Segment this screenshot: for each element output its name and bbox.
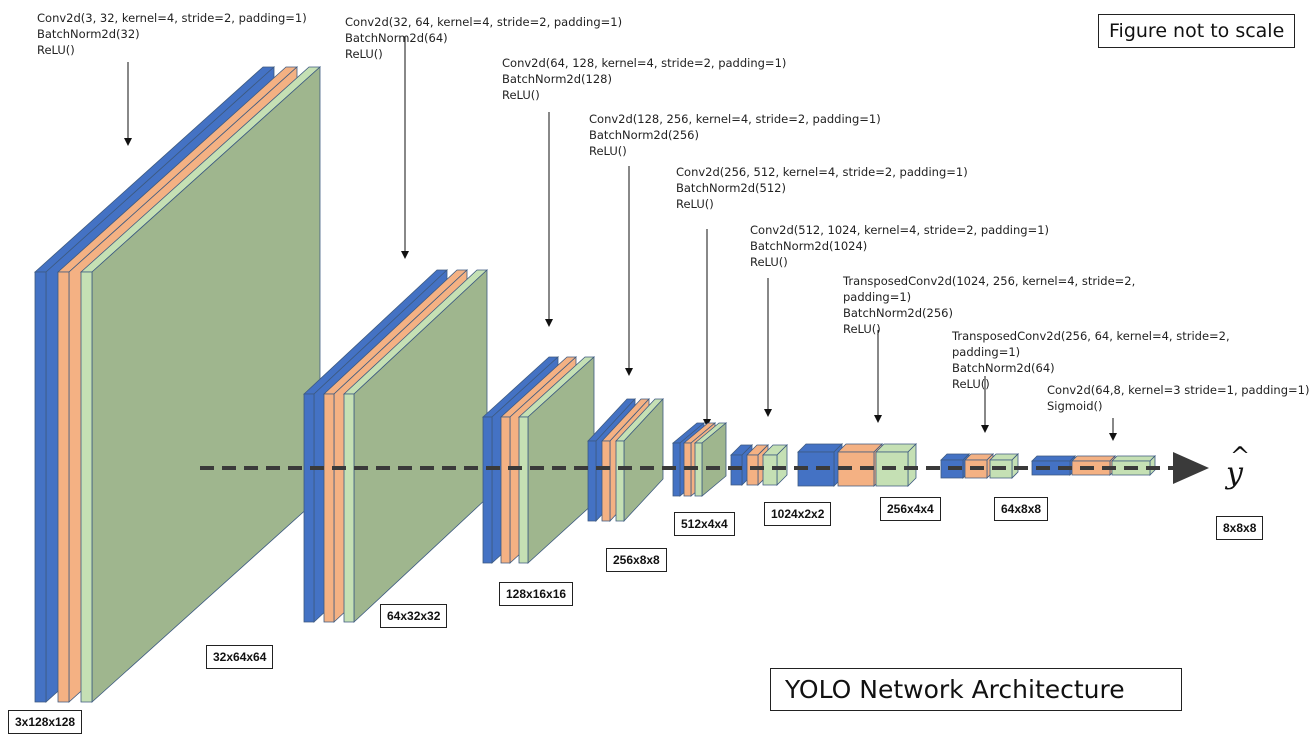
layer-1-op-3: ReLU() xyxy=(37,42,307,58)
layer-5-op-3: ReLU() xyxy=(676,196,968,212)
block-9-cube-3-top xyxy=(1112,456,1155,461)
block-1-slab-3-front xyxy=(81,272,92,702)
layer-1-op-1: Conv2d(3, 32, kernel=4, stride=2, paddin… xyxy=(37,10,307,26)
layer-4-op-2: BatchNorm2d(256) xyxy=(589,127,881,143)
layer-4-annotation: Conv2d(128, 256, kernel=4, stride=2, pad… xyxy=(589,111,881,159)
block-3-slab-1-front xyxy=(483,417,492,563)
layer-5-annotation: Conv2d(256, 512, kernel=4, stride=2, pad… xyxy=(676,164,968,212)
layer-2-op-2: BatchNorm2d(64) xyxy=(345,30,622,46)
layer-8-op-2: padding=1) xyxy=(952,344,1230,360)
block-9-cube-2-top xyxy=(1072,456,1115,461)
layer-8-op-3: BatchNorm2d(64) xyxy=(952,360,1230,376)
layer-4-op-1: Conv2d(128, 256, kernel=4, stride=2, pad… xyxy=(589,111,881,127)
block-1-slab-1-front xyxy=(35,272,46,702)
layer-7-op-3: BatchNorm2d(256) xyxy=(843,305,1135,321)
layer-4-op-3: ReLU() xyxy=(589,143,881,159)
layer-1-annotation: Conv2d(3, 32, kernel=4, stride=2, paddin… xyxy=(37,10,307,58)
layer-7-op-2: padding=1) xyxy=(843,289,1135,305)
shape-label-input: 3x128x128 xyxy=(8,710,82,734)
output-hat: ^ xyxy=(1230,442,1250,470)
block-7-cube-3-side xyxy=(908,444,916,486)
block-2-slab-3-front xyxy=(344,394,354,622)
layer-6-annotation: Conv2d(512, 1024, kernel=4, stride=2, pa… xyxy=(750,222,1049,270)
block-3-slab-3-front xyxy=(519,417,528,563)
block-4-slab-3-front xyxy=(616,441,624,521)
layer-6-op-2: BatchNorm2d(1024) xyxy=(750,238,1049,254)
shape-label-layer-6: 1024x2x2 xyxy=(764,502,831,526)
diagram-title: YOLO Network Architecture xyxy=(770,668,1182,711)
layer-2-op-1: Conv2d(32, 64, kernel=4, stride=2, paddi… xyxy=(345,14,622,30)
shape-label-output: 8x8x8 xyxy=(1216,516,1263,540)
shape-label-layer-2: 64x32x32 xyxy=(380,604,447,628)
layer-9-op-1: Conv2d(64,8, kernel=3 stride=1, padding=… xyxy=(1047,382,1309,398)
block-9-cube-1-top xyxy=(1032,456,1075,461)
shape-label-layer-5: 512x4x4 xyxy=(674,512,735,536)
layer-7-op-1: TransposedConv2d(1024, 256, kernel=4, st… xyxy=(843,273,1135,289)
layer-6-op-3: ReLU() xyxy=(750,254,1049,270)
layer-6-op-1: Conv2d(512, 1024, kernel=4, stride=2, pa… xyxy=(750,222,1049,238)
layer-5-op-2: BatchNorm2d(512) xyxy=(676,180,968,196)
layer-9-annotation: Conv2d(64,8, kernel=3 stride=1, padding=… xyxy=(1047,382,1309,414)
output-y-hat: y ^ xyxy=(1226,456,1243,491)
block-2-slab-2-front xyxy=(324,394,334,622)
shape-label-layer-4: 256x8x8 xyxy=(606,548,667,572)
layer-3-annotation: Conv2d(64, 128, kernel=4, stride=2, padd… xyxy=(502,55,786,103)
layer-9-op-2: Sigmoid() xyxy=(1047,398,1309,414)
block-4-slab-2-front xyxy=(602,441,610,521)
shape-label-layer-3: 128x16x16 xyxy=(499,582,573,606)
layer-8-op-1: TransposedConv2d(256, 64, kernel=4, stri… xyxy=(952,328,1230,344)
block-1-slab-2-front xyxy=(58,272,69,702)
layer-5-op-1: Conv2d(256, 512, kernel=4, stride=2, pad… xyxy=(676,164,968,180)
shape-label-layer-7: 256x4x4 xyxy=(880,497,941,521)
shape-label-layer-8: 64x8x8 xyxy=(994,497,1048,521)
layer-3-op-1: Conv2d(64, 128, kernel=4, stride=2, padd… xyxy=(502,55,786,71)
layer-3-op-3: ReLU() xyxy=(502,87,786,103)
block-3-slab-2-front xyxy=(501,417,510,563)
scale-note: Figure not to scale xyxy=(1098,14,1295,48)
block-4-slab-1-front xyxy=(588,441,596,521)
shape-label-layer-1: 32x64x64 xyxy=(206,645,273,669)
layer-3-op-2: BatchNorm2d(128) xyxy=(502,71,786,87)
block-2-slab-1-front xyxy=(304,394,314,622)
layer-1-op-2: BatchNorm2d(32) xyxy=(37,26,307,42)
